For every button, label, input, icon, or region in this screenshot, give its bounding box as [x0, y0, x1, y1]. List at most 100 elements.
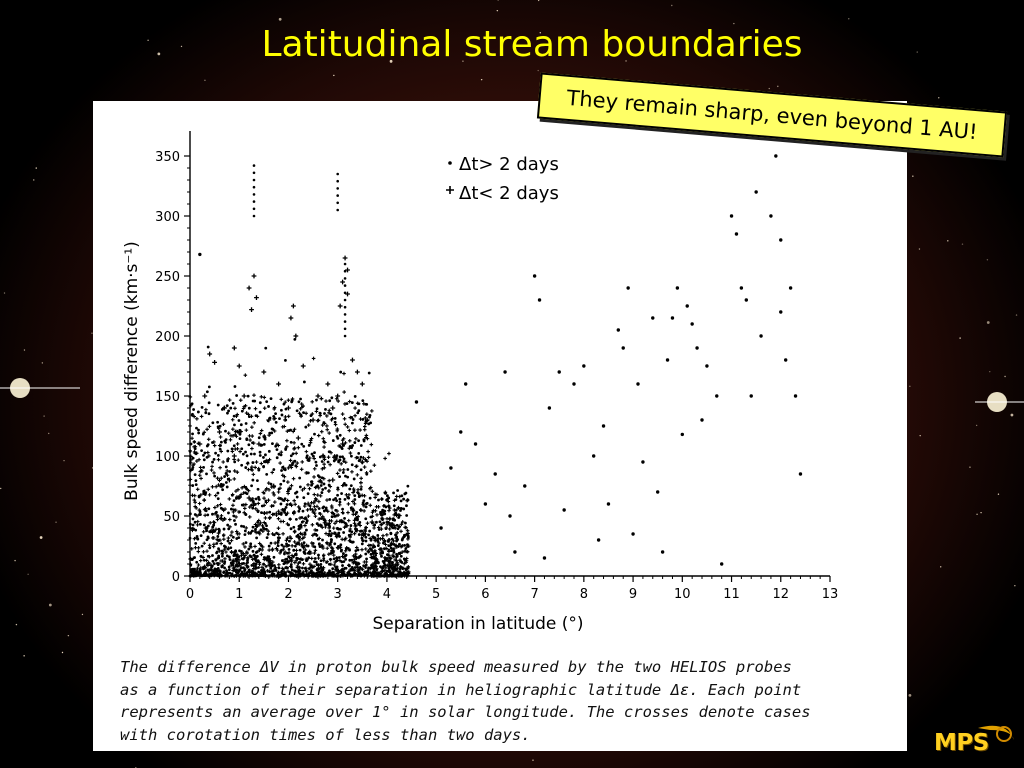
cloud-cross: [237, 430, 241, 435]
data-point-cross: [290, 303, 296, 309]
cloud-dot: [250, 529, 254, 533]
cloud-dot: [393, 573, 397, 577]
cloud-dot: [247, 443, 251, 447]
cloud-cross: [324, 399, 328, 403]
cloud-dot: [331, 567, 335, 571]
cloud-cross: [331, 526, 336, 530]
cloud-cross: [197, 501, 202, 506]
cloud-cross: [372, 463, 377, 467]
cloud-cross: [353, 413, 357, 418]
cloud-cross: [345, 523, 349, 528]
cloud-dot: [350, 540, 354, 544]
star: [81, 613, 84, 616]
cloud-dot: [311, 566, 314, 569]
cloud-cross: [365, 412, 369, 417]
cloud-cross: [349, 532, 353, 537]
cloud-cross: [343, 441, 348, 445]
cloud-dot: [397, 551, 401, 555]
cloud-dot: [357, 522, 360, 526]
cloud-dot: [276, 571, 280, 575]
cloud-cross: [371, 543, 375, 547]
cloud-dot: [399, 499, 403, 503]
cloud-cross: [370, 489, 375, 494]
cloud-cross: [369, 469, 373, 474]
cloud-dot: [382, 521, 386, 525]
cloud-cross: [240, 486, 244, 490]
cloud-cross: [330, 570, 334, 575]
cloud-dot: [311, 571, 315, 575]
cloud-cross: [291, 476, 296, 481]
data-point-cross: [345, 291, 350, 297]
cloud-dot: [336, 436, 340, 440]
cloud-cross: [338, 558, 342, 563]
cloud-cross: [370, 549, 375, 553]
cloud-dot: [356, 517, 359, 521]
cloud-cross: [359, 480, 363, 485]
cloud-dot: [263, 460, 266, 464]
cloud-dot: [353, 572, 357, 576]
cloud-dot: [216, 497, 220, 501]
cloud-dot: [383, 509, 387, 513]
x-tick-label: 4: [383, 587, 391, 602]
cloud-dot: [257, 498, 261, 501]
cloud-dot: [287, 560, 291, 563]
cloud-cross: [378, 547, 382, 552]
star: [15, 623, 18, 626]
cloud-cross: [210, 528, 214, 532]
cloud-dot: [207, 385, 211, 389]
cloud-cross: [374, 504, 379, 509]
cloud-cross: [379, 527, 384, 531]
star: [539, 32, 541, 34]
cloud-dot: [294, 517, 298, 521]
data-point-cross: [300, 363, 306, 369]
cloud-dot: [302, 380, 306, 384]
cloud-dot: [313, 451, 316, 455]
cloud-cross: [229, 533, 233, 538]
data-point-cross: [236, 363, 242, 369]
cloud-cross: [223, 517, 227, 522]
cloud-cross: [384, 565, 388, 570]
cloud-dot: [200, 544, 204, 548]
cloud-dot: [392, 504, 396, 508]
cloud-dot: [315, 407, 319, 411]
star: [912, 175, 914, 177]
y-tick-label: 250: [155, 270, 180, 285]
dense-point-cloud: [188, 164, 411, 578]
cloud-dot: [384, 559, 388, 562]
cloud-dot: [228, 541, 232, 545]
cloud-dot: [306, 551, 310, 555]
cloud-cross: [250, 434, 255, 438]
cloud-cross: [353, 512, 358, 517]
cloud-dot: [383, 573, 386, 577]
cloud-dot: [250, 484, 253, 488]
cloud-dot: [215, 568, 219, 572]
cloud-dot: [262, 491, 266, 495]
cloud-cross: [290, 558, 294, 563]
cloud-dot: [227, 511, 230, 515]
cloud-dot: [202, 558, 206, 562]
cloud-cross: [259, 395, 264, 399]
cloud-cross: [345, 425, 350, 429]
cloud-cross: [216, 531, 221, 535]
cloud-cross: [235, 470, 240, 474]
cloud-dot: [298, 476, 302, 480]
streak-dot: [252, 178, 256, 182]
data-point-dot: [655, 490, 660, 494]
cloud-cross: [202, 541, 207, 546]
cloud-dot: [377, 498, 380, 502]
star: [48, 603, 52, 607]
cloud-cross: [356, 514, 361, 519]
cloud-cross: [347, 439, 352, 443]
data-point-dot: [754, 190, 758, 194]
cloud-dot: [248, 554, 252, 558]
cloud-dot: [404, 571, 408, 575]
cloud-cross: [216, 483, 221, 487]
cloud-dot: [317, 524, 321, 527]
cloud-dot: [282, 402, 286, 406]
cloud-cross: [342, 566, 347, 571]
star: [919, 434, 921, 437]
cloud-dot: [387, 548, 391, 552]
cloud-cross: [215, 476, 220, 480]
cloud-dot: [219, 440, 223, 444]
data-point-dot: [439, 526, 443, 530]
